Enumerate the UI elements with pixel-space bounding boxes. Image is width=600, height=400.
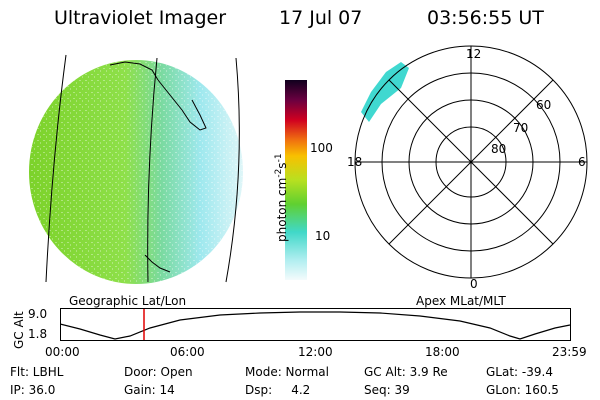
time-tick-0000: 00:00 <box>45 345 80 359</box>
status-mode: Mode: Normal <box>245 365 329 379</box>
alt-ymin-label: 1.8 <box>28 327 48 341</box>
status-flt: Flt: LBHL <box>10 365 64 379</box>
polar-caption: Apex MLat/MLT <box>416 294 506 308</box>
mlt-label-0: 0 <box>470 277 478 291</box>
status-dsp: Dsp: 4.2 <box>245 383 311 397</box>
date-label: 17 Jul 07 <box>279 7 363 29</box>
coastline <box>109 61 207 131</box>
status-ip: IP: 36.0 <box>10 383 56 397</box>
polar-diagonal <box>388 79 554 245</box>
mlt-label-12: 12 <box>466 47 482 61</box>
mlat-label-60: 60 <box>536 98 552 112</box>
status-seq: Seq: 39 <box>364 383 410 397</box>
meridian-line <box>45 54 67 283</box>
time-tick-2359: 23:59 <box>552 345 587 359</box>
status-glat: GLat: -39.4 <box>486 365 553 379</box>
time-tick-1200: 12:00 <box>298 345 333 359</box>
colorbar-unit-label: photon cm-2s-1 <box>274 153 289 242</box>
mlt-label-18: 18 <box>347 155 363 169</box>
colorbar-tick-10: 10 <box>315 229 331 243</box>
status-door: Door: Open <box>124 365 193 379</box>
status-glon: GLon: 160.5 <box>486 383 559 397</box>
altitude-timeline <box>60 308 571 341</box>
mlat-label-80: 80 <box>491 142 507 156</box>
status-gain: Gain: 14 <box>124 383 175 397</box>
color-scale-bar <box>285 80 307 280</box>
alt-ymax-label: 9.0 <box>28 307 48 321</box>
time-label: 03:56:55 UT <box>427 7 544 29</box>
meridian-line <box>225 57 240 283</box>
aurora-patch <box>361 62 409 122</box>
time-tick-0600: 06:00 <box>170 345 205 359</box>
status-gc-alt: GC Alt: 3.9 Re <box>364 365 448 379</box>
instrument-title: Ultraviolet Imager <box>54 7 227 29</box>
coastline <box>144 254 171 273</box>
globe-image <box>29 54 243 284</box>
polar-plot <box>354 45 588 279</box>
gc-alt-axis-label: GC Alt <box>12 311 26 349</box>
mlt-label-6: 6 <box>578 155 586 169</box>
mlat-label-70: 70 <box>513 121 529 135</box>
time-tick-1800: 18:00 <box>425 345 460 359</box>
meridian-line <box>147 57 158 283</box>
globe-caption: Geographic Lat/Lon <box>69 294 187 308</box>
colorbar-tick-100: 100 <box>310 141 333 155</box>
altitude-curve <box>60 311 571 340</box>
